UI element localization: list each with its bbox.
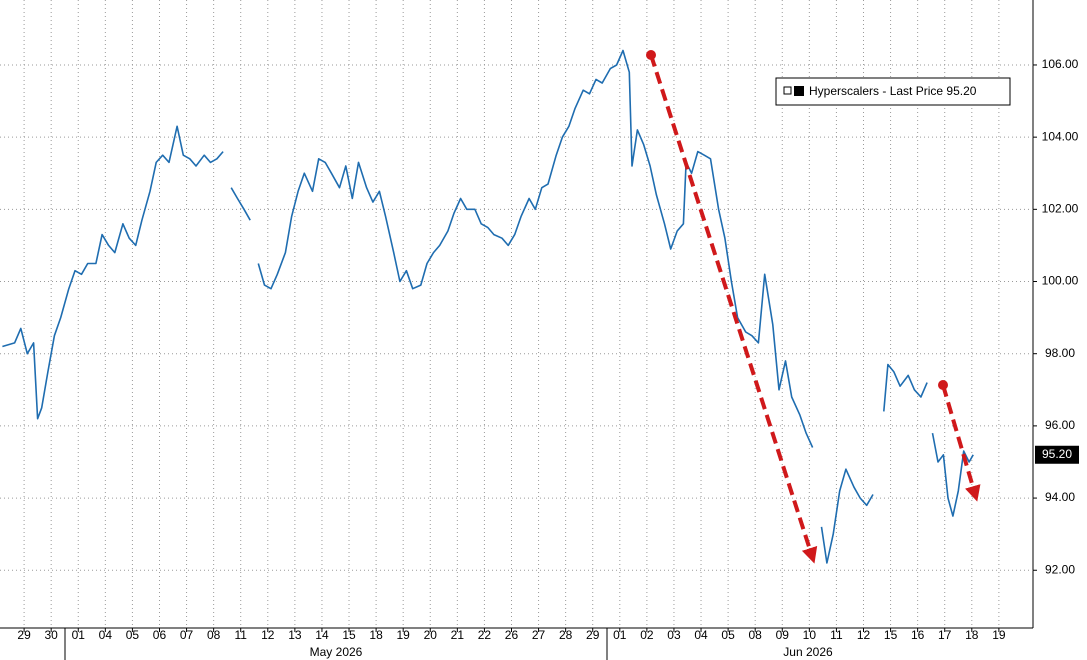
legend-icon: [783, 86, 792, 95]
x-tick-label: 18: [369, 628, 383, 642]
x-tick-label: 09: [776, 628, 790, 642]
x-tick-label: 07: [180, 628, 194, 642]
y-tick-label: 96.00: [1045, 418, 1075, 432]
y-tick-label: 94.00: [1045, 490, 1075, 504]
x-tick-label: 29: [586, 628, 600, 642]
y-tick-label: 100.00: [1042, 274, 1079, 288]
y-tick-label: 104.00: [1042, 129, 1079, 143]
x-tick-label: 12: [857, 628, 871, 642]
x-tick-label: 19: [992, 628, 1006, 642]
legend-swatch: [794, 86, 804, 96]
x-tick-label: 05: [126, 628, 140, 642]
x-tick-label: 05: [721, 628, 735, 642]
legend-series-name: Hyperscalers: [809, 84, 879, 98]
x-tick-label: 01: [613, 628, 627, 642]
legend-last-price: 95.20: [946, 84, 976, 98]
x-tick-label: 16: [911, 628, 925, 642]
x-tick-label: 21: [451, 628, 465, 642]
x-tick-label: 19: [397, 628, 411, 642]
legend: Hyperscalers - Last Price 95.20: [775, 77, 1011, 106]
month-label: May 2026: [310, 645, 363, 659]
x-tick-label: 14: [315, 628, 329, 642]
x-tick-label: 12: [261, 628, 275, 642]
x-tick-label: 15: [884, 628, 898, 642]
x-tick-label: 15: [342, 628, 356, 642]
legend-box: [775, 77, 1011, 106]
x-tick-label: 22: [478, 628, 492, 642]
x-tick-label: 11: [830, 628, 843, 642]
x-tick-label: 27: [532, 628, 546, 642]
arrow-start: [938, 380, 948, 390]
legend-text: Hyperscalers - Last Price 95.20: [809, 84, 977, 98]
x-tick-label: 30: [44, 628, 58, 642]
x-tick-label: 03: [667, 628, 681, 642]
x-tick-label: 10: [803, 628, 817, 642]
y-tick-label: 92.00: [1045, 562, 1075, 576]
trend-arrow: [649, 54, 818, 564]
x-tick-label: 29: [17, 628, 31, 642]
x-tick-label: 08: [749, 628, 763, 642]
y-tick-label: 102.00: [1042, 202, 1079, 216]
trend-arrow: [941, 384, 981, 502]
x-tick-label: 26: [505, 628, 519, 642]
last-price-label: 95.20: [1042, 447, 1072, 461]
x-tick-label: 13: [288, 628, 302, 642]
legend-suffix: - Last Price: [882, 84, 943, 98]
x-tick-label: 18: [965, 628, 979, 642]
x-tick-label: 28: [559, 628, 573, 642]
last-price-box: [1035, 445, 1079, 464]
y-tick-label: 106.00: [1042, 57, 1079, 71]
price-line: [2, 49, 974, 564]
x-tick-label: 11: [234, 628, 247, 642]
y-tick-label: 98.00: [1045, 346, 1075, 360]
x-tick-label: 01: [72, 628, 86, 642]
x-tick-label: 02: [640, 628, 654, 642]
arrow-start: [646, 50, 656, 60]
x-tick-label: 20: [424, 628, 438, 642]
x-tick-label: 06: [153, 628, 167, 642]
month-label: Jun 2026: [783, 645, 833, 659]
x-tick-label: 17: [938, 628, 952, 642]
x-tick-label: 04: [694, 628, 708, 642]
x-tick-label: 04: [99, 628, 113, 642]
x-tick-label: 08: [207, 628, 221, 642]
